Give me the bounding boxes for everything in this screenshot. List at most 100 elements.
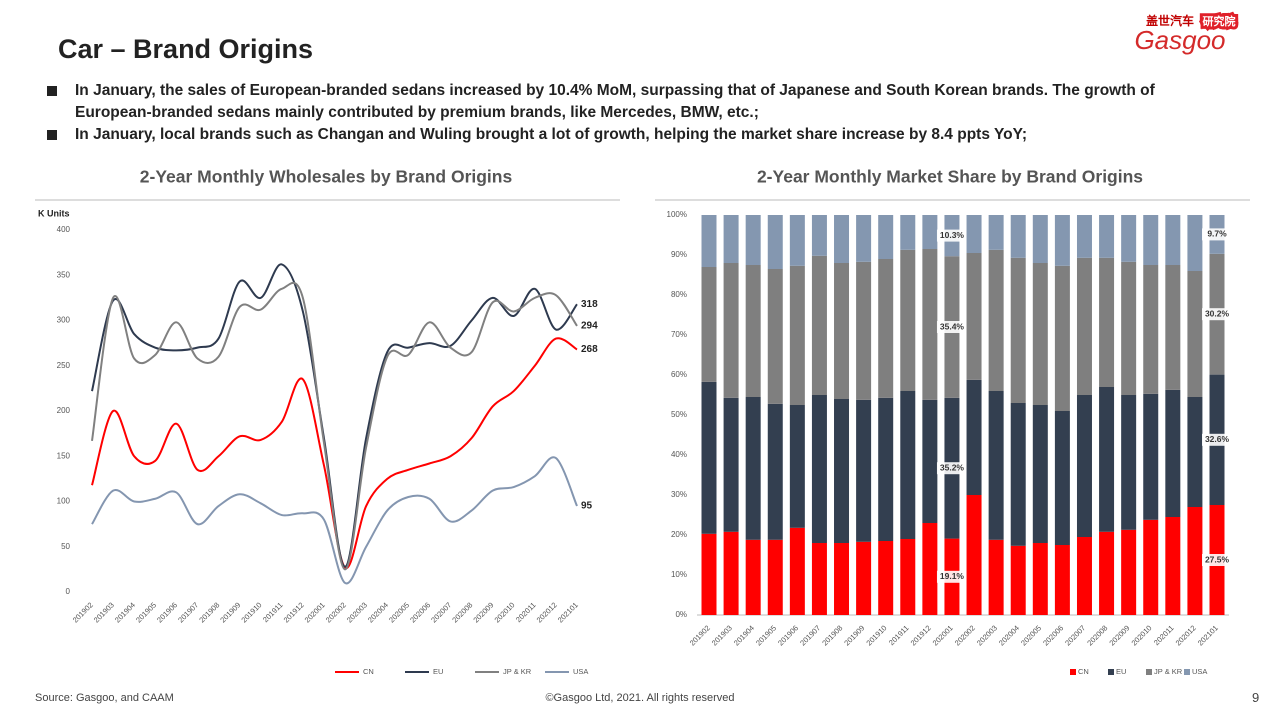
y-tick-label: 20% — [671, 530, 687, 539]
data-label-box — [1202, 433, 1232, 446]
data-label-box — [1202, 308, 1232, 321]
y-tick-label: 50% — [671, 410, 687, 419]
x-tick-label: 201905 — [134, 600, 158, 624]
bar-segment — [1187, 397, 1203, 507]
x-tick-label: 201912 — [282, 600, 306, 624]
bar-segment — [1165, 517, 1181, 615]
bar-segment — [701, 215, 717, 267]
x-tick-label: 202002 — [324, 600, 348, 624]
y-tick-label: 350 — [57, 270, 71, 279]
bar-segment — [966, 495, 982, 615]
x-tick-label: 202009 — [471, 600, 495, 624]
bar-segment — [966, 253, 982, 380]
x-tick-label: 202008 — [450, 600, 474, 624]
data-label: 30.2% — [1205, 308, 1230, 318]
logo-cn: 盖世汽车 — [1146, 13, 1194, 28]
x-tick-label: 202005 — [1019, 623, 1043, 647]
x-tick-label: 202007 — [1063, 623, 1087, 647]
bar-segment — [767, 269, 783, 404]
copyright: ©Gasgoo Ltd, 2021. All rights reserved — [545, 692, 735, 704]
y-axis-label: K Units — [38, 208, 70, 218]
legend-swatch — [1184, 669, 1190, 675]
y-tick-label: 0 — [66, 587, 71, 596]
x-tick-label: 202011 — [514, 600, 538, 624]
bar-segment — [789, 265, 805, 405]
y-tick-label: 80% — [671, 290, 687, 299]
bar-segment — [1165, 265, 1181, 390]
x-tick-label: 201911 — [261, 600, 285, 624]
y-tick-label: 90% — [671, 250, 687, 259]
bar-segment — [1032, 405, 1048, 543]
y-tick-label: 0% — [675, 610, 687, 619]
x-tick-label: 202001 — [931, 623, 955, 647]
x-tick-label: 202010 — [1129, 623, 1153, 647]
x-tick-label: 202009 — [1107, 623, 1131, 647]
bar-segment — [723, 531, 739, 615]
bar-segment — [856, 541, 872, 615]
bar-segment — [723, 215, 739, 263]
y-tick-label: 70% — [671, 330, 687, 339]
x-tick-label: 201902 — [688, 623, 712, 647]
bar-segment — [1054, 411, 1070, 545]
bar-segment — [988, 391, 1004, 540]
y-tick-label: 60% — [671, 370, 687, 379]
x-tick-label: 201909 — [218, 600, 242, 624]
logo-brand: Gasgoo — [1134, 25, 1225, 55]
bar-segment — [856, 261, 872, 400]
legend-label: USA — [1192, 667, 1207, 676]
bar-segment — [1010, 403, 1026, 546]
x-tick-label: 201903 — [710, 623, 734, 647]
data-label-box — [936, 570, 967, 583]
series-line — [91, 337, 578, 569]
bar-segment — [1032, 263, 1048, 405]
page-number: 9 — [1252, 690, 1260, 705]
bar-segment — [922, 249, 938, 400]
bar-segment — [1076, 537, 1092, 615]
bar-segment — [966, 379, 982, 495]
bar-segment — [1076, 215, 1092, 258]
bar-segment — [1099, 215, 1115, 258]
data-label-box — [936, 229, 967, 242]
x-tick-label: 201904 — [113, 600, 137, 624]
data-label: 35.4% — [940, 321, 965, 331]
bar-segment — [922, 523, 938, 615]
bar-segment — [1187, 271, 1203, 397]
bar-segment — [1054, 215, 1070, 266]
bar-segment — [723, 397, 739, 532]
bullet-list: In January, the sales of European-brande… — [45, 80, 1225, 146]
bar-segment — [878, 541, 894, 615]
series-line — [91, 456, 578, 585]
legend-swatch — [1146, 669, 1152, 675]
x-tick-label: 201907 — [176, 600, 200, 624]
x-tick-label: 202101 — [1196, 623, 1220, 647]
bar-segment — [878, 215, 894, 259]
bullet: In January, local brands such as Changan… — [45, 124, 1225, 146]
x-tick-label: 202006 — [408, 600, 432, 624]
bar-segment — [1143, 265, 1159, 394]
bar-segment — [767, 539, 783, 615]
bar-segment — [1143, 215, 1159, 265]
x-tick-label: 202101 — [556, 600, 580, 624]
data-label: 318 — [581, 299, 598, 310]
bar-segment — [900, 391, 916, 539]
data-label: 294 — [581, 321, 598, 332]
y-tick-label: 100 — [57, 497, 71, 506]
bar-segment — [701, 533, 717, 615]
x-tick-label: 201902 — [71, 600, 95, 624]
bar-segment — [1121, 261, 1137, 395]
bar-segment — [745, 397, 761, 540]
chart-title: 2-Year Monthly Market Share by Brand Ori… — [757, 167, 1143, 187]
bar-segment — [789, 215, 805, 266]
data-label-box — [1202, 554, 1232, 566]
bar-segment — [745, 539, 761, 615]
x-tick-label: 202012 — [1174, 623, 1198, 647]
x-tick-label: 201903 — [92, 600, 116, 624]
bar-segment — [789, 405, 805, 528]
bar-segment — [745, 265, 761, 397]
logo-institute: 研究院 — [1203, 14, 1236, 28]
series-line — [91, 282, 578, 571]
data-label: 268 — [581, 344, 598, 355]
source-note: Source: Gasgoo, and CAAM — [35, 692, 174, 704]
legend-label: EU — [433, 667, 443, 676]
bar-segment — [988, 539, 1004, 615]
